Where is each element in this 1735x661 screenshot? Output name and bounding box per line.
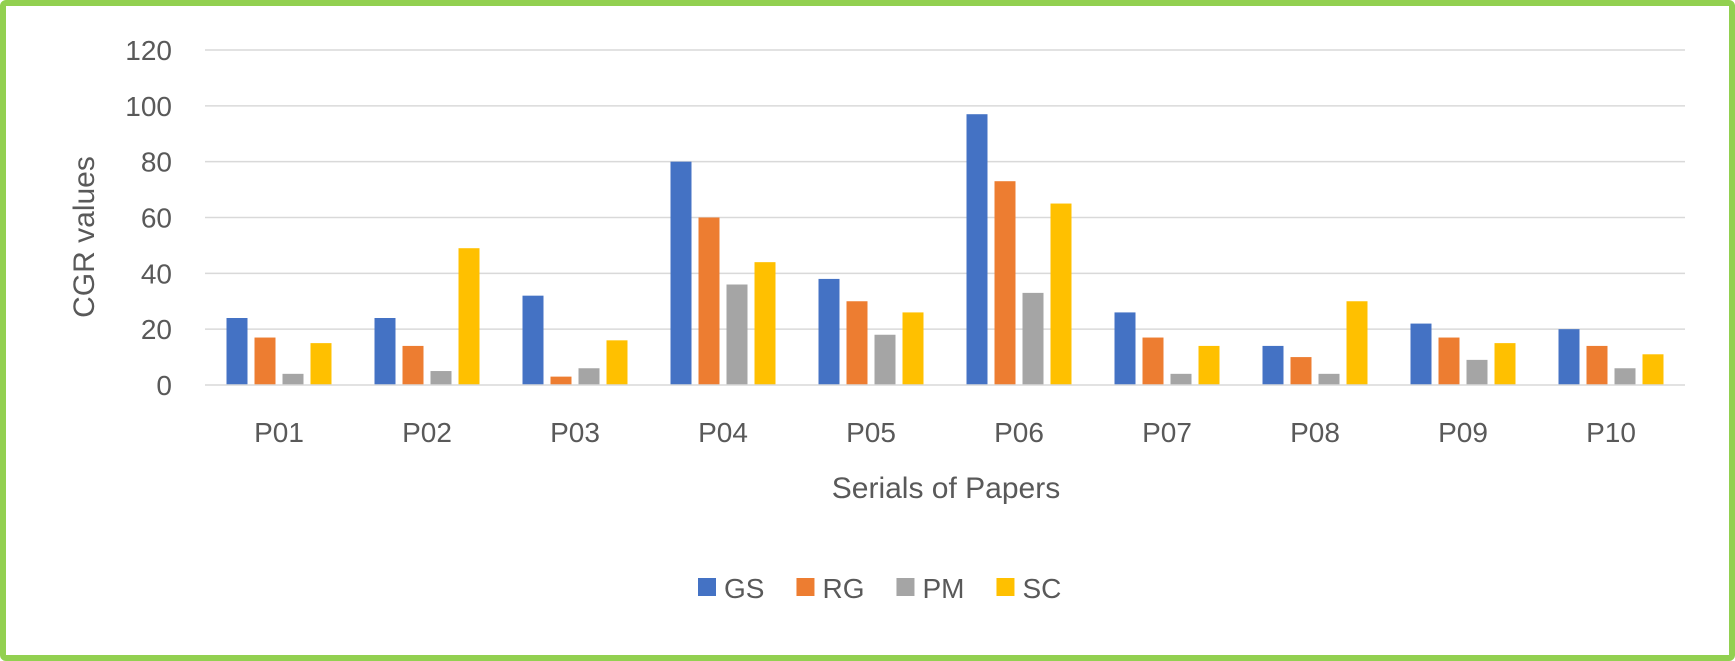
legend-item-sc: SC (996, 573, 1061, 604)
bar-pm-p01 (282, 373, 304, 385)
bar-sc-p03 (606, 340, 628, 385)
bar-sc-p02 (458, 248, 480, 385)
y-axis-label: CGR values (68, 156, 101, 318)
gridlines (205, 49, 1685, 330)
y-tick-label: 20 (141, 314, 172, 345)
bar-rg-p02 (402, 345, 424, 385)
x-axis-label: Serials of Papers (832, 472, 1060, 505)
bar-pm-p05 (874, 334, 896, 385)
bar-sc-p10 (1642, 354, 1664, 385)
y-tick-label: 60 (141, 203, 172, 234)
legend-item-gs: GS (698, 573, 764, 604)
bar-pm-p10 (1614, 368, 1636, 385)
legend: GS RG PM SC (698, 573, 1061, 604)
bar-rg-p03 (550, 376, 572, 385)
bar-gs-p02 (374, 318, 396, 385)
legend-swatch (896, 578, 915, 596)
bar-gs-p09 (1410, 323, 1432, 385)
bar-rg-p05 (846, 301, 868, 385)
x-tick-label: P04 (698, 417, 748, 448)
bar-rg-p01 (254, 337, 276, 385)
bar-gs-p07 (1114, 312, 1136, 385)
bar-sc-p04 (754, 262, 776, 385)
legend-label: RG (822, 573, 864, 604)
bar-gs-p03 (522, 295, 544, 385)
x-tick-label: P09 (1438, 417, 1488, 448)
bar-rg-p10 (1586, 345, 1608, 385)
x-tick-label: P07 (1142, 417, 1192, 448)
y-tick-label: 80 (141, 147, 172, 178)
legend-swatch (698, 578, 716, 596)
legend-label: GS (724, 573, 764, 604)
x-tick-label: P08 (1290, 417, 1340, 448)
bar-gs-p05 (818, 278, 840, 385)
bar-sc-p09 (1494, 343, 1516, 385)
y-tick-label: 0 (156, 370, 172, 401)
x-tick-label: P10 (1586, 417, 1636, 448)
bar-gs-p06 (966, 114, 988, 385)
bar-sc-p08 (1346, 301, 1368, 385)
bar-pm-p09 (1466, 359, 1488, 385)
legend-swatch (996, 578, 1015, 596)
y-tick-label: 100 (125, 91, 172, 122)
y-tick-label: 120 (125, 35, 172, 66)
bar-gs-p04 (670, 161, 692, 385)
x-tick-label: P05 (846, 417, 896, 448)
legend-label: PM (922, 573, 964, 604)
bar-pm-p03 (578, 368, 600, 385)
y-tick-label: 40 (141, 258, 172, 289)
bar-rg-p04 (698, 217, 720, 385)
bar-pm-p07 (1170, 373, 1192, 385)
bar-gs-p10 (1558, 329, 1580, 385)
legend-label: SC (1022, 573, 1061, 604)
bar-sc-p01 (310, 343, 332, 385)
bar-sc-p07 (1198, 345, 1220, 385)
bar-pm-p08 (1318, 373, 1340, 385)
bar-gs-p01 (226, 318, 248, 385)
legend-swatch (796, 578, 815, 596)
bar-gs-p08 (1262, 345, 1284, 385)
bar-pm-p06 (1022, 292, 1044, 385)
bar-rg-p07 (1142, 337, 1164, 385)
bar-pm-p02 (430, 371, 452, 385)
bar-rg-p08 (1290, 357, 1312, 385)
bar-sc-p05 (902, 312, 924, 385)
bar-pm-p04 (726, 284, 748, 385)
legend-item-rg: RG (796, 573, 864, 604)
x-axis-ticks: P01 P02 P03 P04 P05 P06 P07 P08 P09 P10 (254, 417, 1636, 448)
legend-item-pm: PM (896, 573, 964, 604)
y-axis-ticks: 0 20 40 60 80 100 120 (125, 35, 172, 401)
bar-sc-p06 (1050, 203, 1072, 385)
x-tick-label: P01 (254, 417, 304, 448)
x-tick-label: P03 (550, 417, 600, 448)
bar-rg-p09 (1438, 337, 1460, 385)
x-tick-label: P06 (994, 417, 1044, 448)
bar-rg-p06 (994, 181, 1016, 385)
bars (226, 114, 1664, 385)
x-tick-label: P02 (402, 417, 452, 448)
